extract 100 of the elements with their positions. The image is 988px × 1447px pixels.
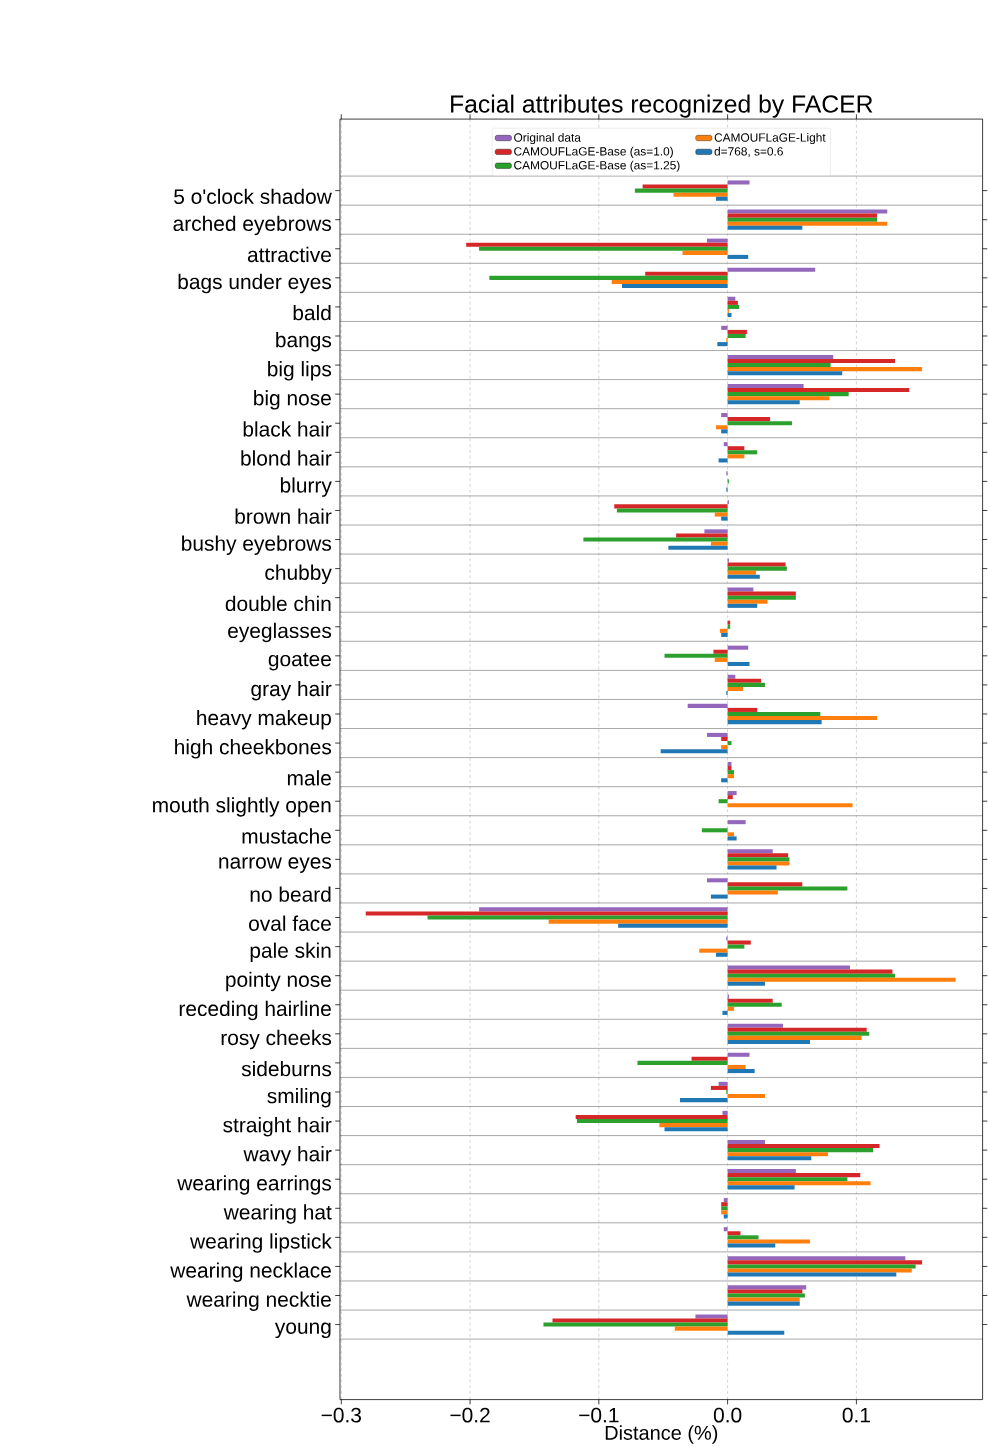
bar: [616, 508, 728, 513]
bar: [479, 246, 728, 251]
y-tick-label: bangs: [276, 331, 332, 352]
bar: [727, 940, 751, 945]
bar: [727, 371, 843, 376]
bar: [548, 919, 728, 924]
bar: [727, 686, 744, 692]
bar: [723, 1214, 728, 1219]
bar: [682, 250, 728, 255]
bar: [727, 678, 762, 683]
bar: [727, 367, 923, 372]
x-tick-label: −0.1: [579, 1407, 619, 1423]
bar: [727, 1264, 916, 1269]
bar: [727, 981, 766, 986]
y-tick-label: straight hair: [223, 1117, 332, 1137]
bar: [727, 1169, 796, 1174]
bar: [711, 894, 728, 899]
y-tick-label: big lips: [268, 361, 332, 381]
y-tick-label: brown hair: [235, 508, 332, 524]
bar: [707, 878, 728, 883]
y-tick-label: black hair: [243, 421, 332, 437]
bar: [727, 1301, 800, 1306]
bar: [614, 504, 728, 509]
bar: [699, 948, 728, 953]
y-tick-label: wearing necktie: [186, 1291, 332, 1311]
bar: [721, 1202, 728, 1207]
bar: [727, 857, 790, 862]
bar: [727, 716, 878, 721]
bar: [727, 329, 748, 334]
bar: [727, 217, 878, 222]
bar: [479, 907, 728, 912]
bar: [727, 849, 773, 854]
bar: [727, 446, 745, 451]
bar: [727, 392, 849, 397]
bar: [674, 1326, 728, 1331]
y-tick-label: wearing earrings: [177, 1175, 332, 1195]
y-tick-label: rosy cheeks: [221, 1029, 332, 1050]
y-tick-label: oval face: [249, 915, 332, 931]
bar: [727, 450, 758, 455]
bar: [718, 1081, 728, 1086]
bar: [727, 1094, 766, 1099]
bar: [577, 1119, 728, 1124]
y-tick-label: goatee: [268, 652, 332, 671]
bar: [727, 1293, 806, 1298]
y-tick-label: gray hair: [251, 680, 332, 701]
y-tick-label: heavy makeup: [197, 709, 332, 730]
bar: [727, 1177, 848, 1182]
bar: [723, 1227, 728, 1232]
bar: [727, 591, 796, 596]
y-tick-label: wearing necklace: [170, 1262, 331, 1282]
y-tick-label: mouth slightly open: [153, 797, 331, 817]
bar: [727, 417, 771, 422]
bar: [727, 1235, 759, 1240]
bar: [727, 1039, 811, 1044]
bar: [716, 196, 728, 201]
bar: [727, 180, 750, 185]
bar: [721, 1206, 728, 1211]
bar: [720, 628, 728, 633]
bar: [727, 865, 777, 870]
bar: [727, 209, 888, 214]
bar: [727, 1156, 812, 1161]
bar: [714, 657, 728, 662]
bar: [727, 645, 749, 650]
bar: [721, 736, 728, 742]
y-tick-label: wavy hair: [243, 1146, 332, 1166]
bar: [583, 537, 728, 542]
bar: [721, 413, 728, 418]
bar: [727, 1064, 746, 1070]
bar: [635, 188, 728, 193]
bar: [727, 566, 787, 571]
bar: [660, 749, 728, 754]
y-tick-label: pale skin: [250, 942, 331, 963]
y-tick-label: blurry: [281, 477, 332, 497]
legend-label: Original data: [514, 133, 582, 145]
bar: [727, 795, 733, 800]
bar: [727, 791, 737, 796]
bar: [723, 1198, 728, 1203]
y-tick-label: 5 o'clock shadow: [174, 188, 332, 205]
bar: [727, 454, 745, 459]
y-tick-label: wearing lipstick: [190, 1233, 332, 1253]
bar: [466, 242, 728, 247]
bar: [727, 832, 735, 837]
y-tick-label: narrow eyes: [219, 857, 332, 873]
bar: [727, 595, 796, 600]
bar: [668, 545, 728, 550]
y-tick-label: arched eyebrows: [173, 215, 332, 236]
bar: [727, 363, 831, 368]
bar: [642, 184, 728, 189]
bar: [721, 325, 728, 330]
bar: [727, 1181, 871, 1186]
y-tick-label: blond hair: [241, 450, 332, 466]
bar: [722, 1010, 728, 1015]
bar: [727, 977, 956, 982]
bar: [691, 1056, 728, 1061]
x-axis-title: Distance (%): [605, 1425, 718, 1444]
bar: [707, 238, 728, 243]
bar: [727, 254, 749, 259]
y-tick-label: sideburns: [241, 1060, 332, 1077]
bar: [721, 745, 728, 750]
bar: [727, 296, 736, 301]
